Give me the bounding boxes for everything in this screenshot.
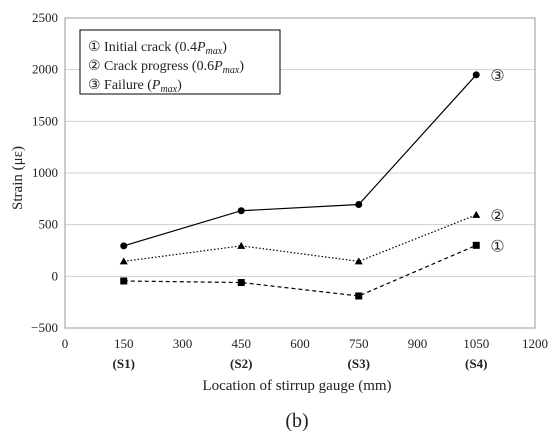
sensor-label: (S4) [465,356,487,371]
data-point [472,241,480,249]
x-axis-label: Location of stirrup gauge (mm) [202,378,391,394]
data-point [237,241,246,249]
sensor-label: (S1) [113,356,135,371]
y-tick-label: 2000 [32,62,58,77]
x-tick-label: 900 [408,336,428,351]
series-line [123,214,477,262]
grid-lines [65,69,535,277]
data-point [354,257,363,265]
series-2 [119,210,481,265]
data-point [355,292,363,300]
x-tick-label: 150 [114,336,134,351]
y-tick-label: 1500 [32,113,58,128]
y-tick-label: 0 [52,268,59,283]
series-end-label: ③ [490,66,504,85]
x-tick-labels: 0 150 300 450 600 750 900 1050 1200 [62,336,548,351]
figure-caption: (b) [285,410,308,432]
series-group [119,71,481,300]
legend-entry: ① Initial crack (0.4Pmax) [88,40,227,57]
legend-entry: ② Crack progress (0.6Pmax) [88,59,244,76]
series-end-label: ② [490,206,504,225]
y-tick-label: −500 [31,320,58,335]
y-tick-label: 1000 [32,165,58,180]
data-point [472,210,481,218]
data-point [355,201,363,209]
data-point [120,242,128,250]
x-tick-label: 0 [62,336,69,351]
sensor-labels: (S1) (S2) (S3) (S4) [113,356,488,371]
x-tick-label: 750 [349,336,369,351]
legend: ① Initial crack (0.4Pmax) ② Crack progres… [79,29,281,95]
x-tick-label: 300 [173,336,193,351]
series-1 [120,241,480,300]
y-tick-label: 500 [39,217,59,232]
sensor-label: (S2) [230,356,252,371]
x-tick-label: 450 [232,336,252,351]
data-point [119,257,128,265]
data-point [472,71,480,79]
data-point [237,279,245,287]
legend-box [79,29,281,95]
series-line [123,244,477,297]
series-end-labels: ① ② ③ [490,66,504,255]
x-tick-label: 1050 [463,336,489,351]
y-tick-labels: −500 0 500 1000 1500 2000 2500 [31,10,58,335]
data-point [120,277,128,285]
y-axis-label: Strain (με) [10,146,26,210]
series-end-label: ① [490,236,504,255]
plot-area-frame [64,17,536,329]
sensor-label: (S3) [348,356,370,371]
x-tick-label: 600 [290,336,310,351]
y-tick-label: 2500 [32,10,58,25]
data-point [237,207,245,215]
series-3 [120,71,480,250]
legend-entry: ③ Failure (Pmax) [88,78,182,95]
series-line [123,74,477,247]
x-tick-label: 1200 [522,336,548,351]
